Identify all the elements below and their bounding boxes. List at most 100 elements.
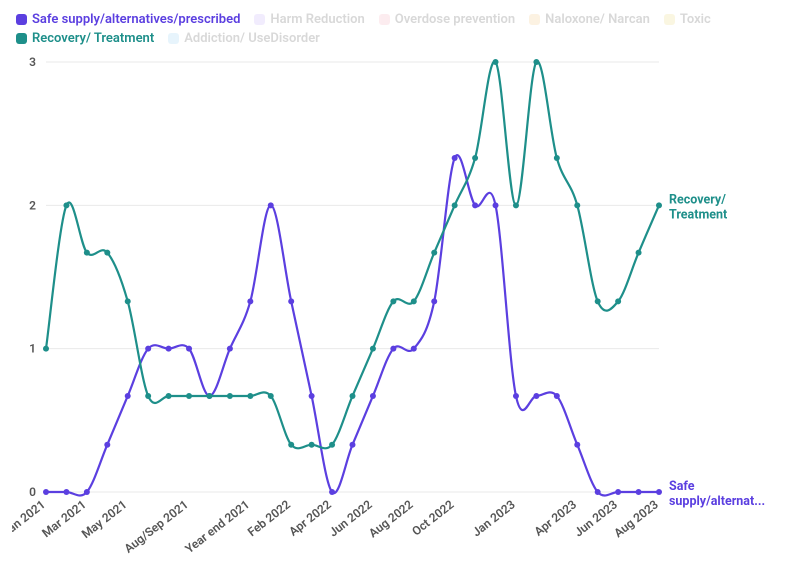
- series-point-safe: [104, 442, 110, 448]
- series-point-safe: [574, 442, 580, 448]
- x-tick-label: Oct 2022: [409, 497, 456, 538]
- series-point-safe: [247, 298, 253, 304]
- series-point-recovery: [309, 442, 315, 448]
- y-tick-label: 2: [29, 198, 36, 212]
- x-tick-label: Aug/Sep 2021: [122, 497, 191, 555]
- series-point-recovery: [288, 442, 294, 448]
- series-point-recovery: [63, 202, 69, 208]
- legend-item-safe[interactable]: Safe supply/alternatives/prescribed: [16, 12, 240, 27]
- series-point-recovery: [431, 250, 437, 256]
- legend: Safe supply/alternatives/prescribed Harm …: [12, 12, 779, 46]
- x-tick-label: Jun 2023: [572, 497, 621, 539]
- legend-label: Overdose prevention: [395, 12, 515, 27]
- series-point-recovery: [370, 346, 376, 352]
- series-point-recovery: [166, 393, 172, 399]
- series-point-recovery: [533, 59, 539, 65]
- series-point-safe: [125, 393, 131, 399]
- series-point-safe: [493, 202, 499, 208]
- series-point-safe: [63, 489, 69, 495]
- legend-item-overdose[interactable]: Overdose prevention: [379, 12, 515, 27]
- legend-swatch: [168, 33, 179, 44]
- series-point-safe: [452, 155, 458, 161]
- legend-swatch: [379, 14, 390, 25]
- series-point-safe: [268, 202, 274, 208]
- series-point-safe: [227, 346, 233, 352]
- x-tick-label: Jun 2022: [326, 497, 375, 539]
- series-line-recovery: [46, 61, 659, 448]
- series-point-safe: [145, 346, 151, 352]
- series-point-recovery: [329, 442, 335, 448]
- series-point-recovery: [84, 250, 90, 256]
- series-point-recovery: [186, 393, 192, 399]
- x-tick-label: Feb 2022: [245, 497, 293, 539]
- series-point-recovery: [206, 393, 212, 399]
- x-tick-label: May 2021: [79, 497, 130, 541]
- x-tick-label: Apr 2022: [286, 497, 334, 538]
- y-tick-label: 3: [29, 55, 36, 69]
- legend-label: Toxic: [680, 12, 711, 27]
- series-point-recovery: [656, 202, 662, 208]
- series-point-safe: [615, 489, 621, 495]
- series-point-recovery: [125, 298, 131, 304]
- series-point-recovery: [247, 393, 253, 399]
- series-point-safe: [411, 346, 417, 352]
- x-tick-label: Aug 2022: [366, 497, 416, 540]
- x-tick-label: Year end 2021: [182, 497, 252, 556]
- series-point-safe: [84, 489, 90, 495]
- legend-label: Recovery/ Treatment: [32, 31, 154, 46]
- series-point-safe: [309, 393, 315, 399]
- legend-item-harm[interactable]: Harm Reduction: [254, 12, 364, 27]
- legend-swatch: [16, 14, 27, 25]
- legend-label: Harm Reduction: [270, 12, 364, 27]
- series-point-safe: [390, 346, 396, 352]
- series-point-safe: [329, 489, 335, 495]
- legend-swatch: [664, 14, 675, 25]
- series-point-recovery: [350, 393, 356, 399]
- chart-area: 0123Jan 2021Mar 2021May 2021Aug/Sep 2021…: [12, 52, 779, 562]
- series-point-safe: [288, 298, 294, 304]
- series-point-recovery: [472, 155, 478, 161]
- series-point-safe: [656, 489, 662, 495]
- series-point-safe: [350, 442, 356, 448]
- series-point-recovery: [452, 202, 458, 208]
- series-point-safe: [166, 346, 172, 352]
- y-tick-label: 1: [29, 342, 36, 356]
- legend-swatch: [16, 33, 27, 44]
- series-point-recovery: [104, 250, 110, 256]
- legend-label: Naloxone/ Narcan: [545, 12, 650, 27]
- series-point-recovery: [574, 202, 580, 208]
- series-point-recovery: [554, 155, 560, 161]
- series-point-recovery: [595, 298, 601, 304]
- series-point-safe: [636, 489, 642, 495]
- series-point-safe: [472, 202, 478, 208]
- series-end-label-safe: Safesupply/alternat...: [669, 479, 765, 509]
- series-end-label-recovery: Recovery/Treatment: [669, 192, 727, 222]
- series-point-safe: [554, 393, 560, 399]
- line-chart: 0123Jan 2021Mar 2021May 2021Aug/Sep 2021…: [12, 52, 779, 562]
- series-point-safe: [431, 298, 437, 304]
- legend-item-naloxone[interactable]: Naloxone/ Narcan: [529, 12, 650, 27]
- series-point-recovery: [615, 298, 621, 304]
- series-point-recovery: [145, 393, 151, 399]
- legend-label: Addiction/ UseDisorder: [184, 31, 320, 46]
- series-point-safe: [186, 346, 192, 352]
- x-tick-label: Jan 2023: [470, 497, 518, 539]
- legend-item-toxic[interactable]: Toxic: [664, 12, 711, 27]
- series-point-safe: [43, 489, 49, 495]
- series-point-recovery: [493, 59, 499, 65]
- series-point-safe: [533, 393, 539, 399]
- series-point-recovery: [43, 346, 49, 352]
- series-point-safe: [370, 393, 376, 399]
- y-tick-label: 0: [29, 485, 36, 499]
- series-point-recovery: [411, 298, 417, 304]
- series-point-safe: [513, 393, 519, 399]
- x-tick-label: Apr 2023: [532, 497, 580, 538]
- legend-label: Safe supply/alternatives/prescribed: [32, 12, 240, 27]
- legend-item-addict[interactable]: Addiction/ UseDisorder: [168, 31, 320, 46]
- series-point-recovery: [227, 393, 233, 399]
- legend-item-recovery[interactable]: Recovery/ Treatment: [16, 31, 154, 46]
- series-point-recovery: [513, 202, 519, 208]
- legend-swatch: [529, 14, 540, 25]
- series-point-recovery: [390, 298, 396, 304]
- legend-swatch: [254, 14, 265, 25]
